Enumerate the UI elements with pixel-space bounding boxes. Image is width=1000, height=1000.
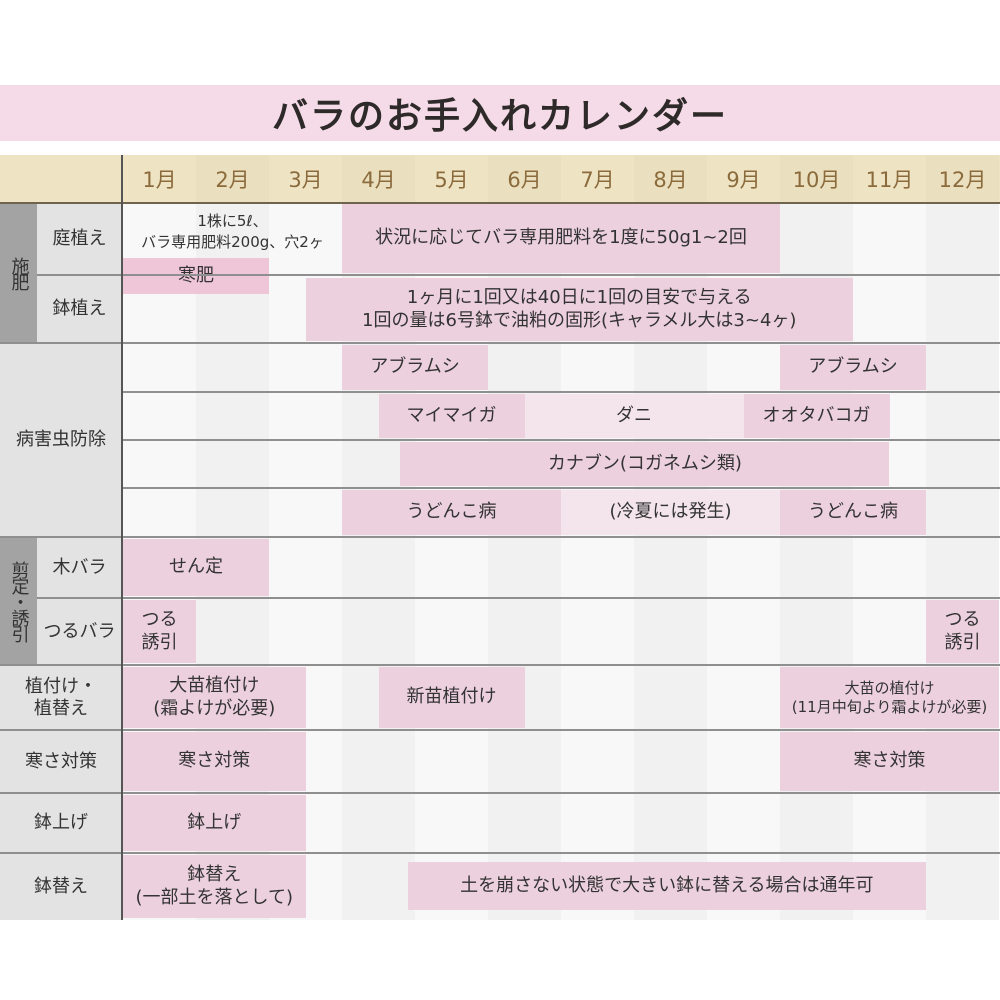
row-label-garden: 庭植え — [37, 203, 122, 275]
title-band: バラのお手入れカレンダー — [0, 85, 1000, 141]
task-bar: 状況に応じてバラ専用肥料を1度に50g1~2回 — [342, 203, 780, 273]
row-divider — [0, 729, 1000, 731]
task-bar: 寒肥 — [123, 258, 269, 294]
row-divider — [122, 439, 1000, 441]
label-column-divider — [121, 155, 123, 920]
task-bar: 寒さ対策 — [780, 732, 999, 791]
month-header-cell: 10月 — [780, 155, 853, 203]
row-label-repotting: 鉢替え — [0, 853, 122, 920]
task-bar: 寒さ対策 — [123, 732, 306, 791]
row-divider — [0, 664, 1000, 666]
row-label-planting: 植付け・ 植替え — [0, 665, 122, 730]
row-divider — [0, 342, 1000, 344]
task-bar: 大苗植付け (霜よけが必要) — [123, 667, 306, 728]
task-bar: 1ヶ月に1回又は40日に1回の目安で与える 1回の量は6号鉢で油粕の固形(キャラ… — [305, 278, 853, 341]
row-divider — [0, 202, 1000, 204]
row-divider — [0, 536, 1000, 538]
task-bar: アブラムシ — [342, 345, 488, 390]
task-bar: 鉢上げ — [123, 795, 306, 851]
task-bar: うどんこ病 — [780, 490, 926, 535]
page-title: バラのお手入れカレンダー — [271, 96, 728, 137]
task-bar: カナブン(コガネムシ類) — [400, 442, 890, 486]
task-note: 1株に5ℓ、 バラ専用肥料200g、穴2ヶ — [141, 212, 324, 251]
task-bar: 鉢替え (一部土を落として) — [123, 855, 306, 918]
task-bar: アブラムシ — [780, 345, 926, 390]
month-header-cell: 6月 — [488, 155, 561, 203]
task-bar: ダニ — [524, 394, 744, 438]
row-label-cold-protection: 寒さ対策 — [0, 730, 122, 793]
task-bar: うどんこ病 — [342, 490, 561, 535]
task-bar: 土を崩さない状態で大きい鉢に替える場合は通年可 — [407, 862, 926, 910]
month-header-cell: 1月 — [123, 155, 196, 203]
month-header-cell: 5月 — [415, 155, 488, 203]
task-bar: 大苗の植付け (11月中旬より霜よけが必要) — [780, 667, 999, 728]
row-divider — [0, 852, 1000, 854]
month-header-cell: 7月 — [561, 155, 634, 203]
row-divider — [37, 274, 1000, 276]
group-label-pruning: 剪定・誘引 — [0, 537, 37, 665]
month-header-cell: 11月 — [853, 155, 926, 203]
month-header-cell: 4月 — [342, 155, 415, 203]
month-header-cell: 9月 — [707, 155, 780, 203]
task-bar: つる 誘引 — [926, 600, 999, 663]
group-label-fertilizer: 施肥 — [0, 203, 37, 343]
task-bar: マイマイガ — [378, 394, 525, 438]
row-label-pot: 鉢植え — [37, 275, 122, 343]
row-divider — [0, 792, 1000, 794]
month-column — [853, 203, 926, 920]
row-divider — [37, 597, 1000, 599]
row-label-potting-up: 鉢上げ — [0, 793, 122, 853]
month-header-cell: 8月 — [634, 155, 707, 203]
task-bar: つる 誘引 — [123, 600, 196, 663]
task-bar: せん定 — [123, 539, 269, 596]
month-header-cell: 2月 — [196, 155, 269, 203]
task-bar: オオタバコガ — [743, 394, 890, 438]
month-header-cell: 12月 — [926, 155, 999, 203]
month-column — [926, 203, 999, 920]
task-bar: 新苗植付け — [378, 667, 525, 728]
row-divider — [122, 391, 1000, 393]
task-bar: (冷夏には発生) — [561, 490, 780, 535]
row-divider — [122, 487, 1000, 489]
row-label-climbing-rose: つるバラ — [37, 598, 122, 665]
row-label-pest-control: 病害虫防除 — [0, 343, 122, 537]
month-header-cell: 3月 — [269, 155, 342, 203]
row-label-bush-rose: 木バラ — [37, 537, 122, 598]
